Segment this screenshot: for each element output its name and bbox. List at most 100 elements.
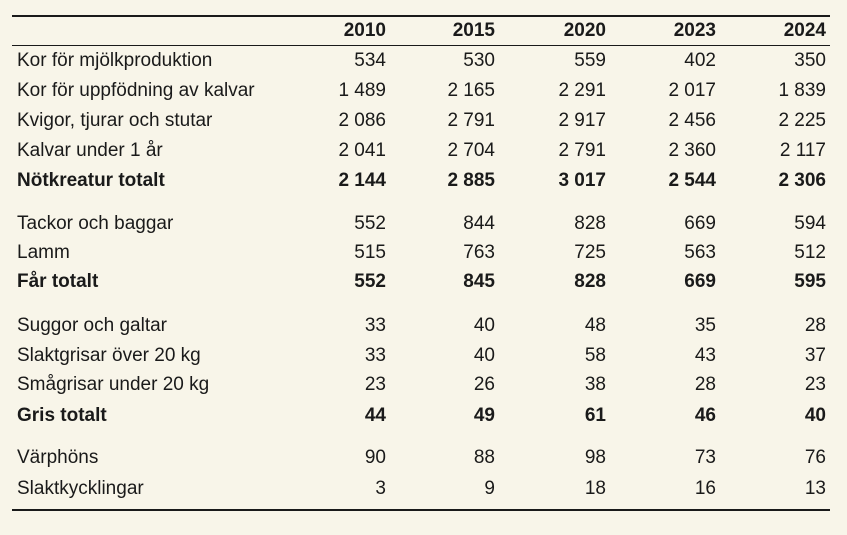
table-cell: 763 xyxy=(463,242,495,263)
table-cell: 48 xyxy=(584,315,606,336)
table-cell: 2 165 xyxy=(447,80,495,101)
table-header-row: 2010 2015 2020 2023 2024 xyxy=(12,17,830,45)
row-label: Nötkreatur totalt xyxy=(17,170,165,191)
table-cell: 2 086 xyxy=(338,110,386,131)
table-cell: 2 144 xyxy=(338,170,386,191)
table-cell: 1 839 xyxy=(778,80,826,101)
table-cell: 725 xyxy=(574,242,606,263)
table-cell: 2 917 xyxy=(558,110,606,131)
table-cell: 515 xyxy=(354,242,386,263)
table-cell: 43 xyxy=(694,345,716,366)
row-label: Kalvar under 1 år xyxy=(17,140,163,161)
table-row: Kvigor, tjurar och stutar 2 086 2 791 2 917… xyxy=(12,107,830,135)
table-cell: 13 xyxy=(804,478,826,499)
table-cell: 9 xyxy=(484,478,495,499)
table-cell: 90 xyxy=(364,447,386,468)
table-cell: 552 xyxy=(354,213,386,234)
table-cell: 2 885 xyxy=(447,170,495,191)
table-cell: 2 791 xyxy=(558,140,606,161)
table-cell: 1 489 xyxy=(338,80,386,101)
table-total-row: Får totalt 552 845 828 669 595 xyxy=(12,268,830,296)
table-cell: 73 xyxy=(694,447,716,468)
table-cell: 2 117 xyxy=(779,140,826,161)
table-cell: 828 xyxy=(574,271,606,292)
column-header-2023: 2023 xyxy=(673,20,716,41)
table-header-rule xyxy=(12,45,830,46)
table-cell: 49 xyxy=(473,405,495,426)
row-label: Tackor och baggar xyxy=(17,213,174,234)
table-cell: 76 xyxy=(804,447,826,468)
table-row: Värphöns 90 88 98 73 76 xyxy=(12,444,830,472)
row-label: Suggor och galtar xyxy=(17,315,167,336)
row-label: Slaktgrisar över 20 kg xyxy=(17,345,201,366)
table-cell: 18 xyxy=(584,478,606,499)
table-cell: 2 791 xyxy=(447,110,495,131)
table-cell: 37 xyxy=(804,345,826,366)
table-cell: 28 xyxy=(804,315,826,336)
row-label: Får totalt xyxy=(17,271,99,292)
column-header-2024: 2024 xyxy=(783,20,826,41)
table-cell: 350 xyxy=(794,50,826,71)
table-cell: 534 xyxy=(354,50,386,71)
table-total-row: Nötkreatur totalt 2 144 2 885 3 017 2 544 2 3… xyxy=(12,167,830,195)
table-cell: 40 xyxy=(804,405,826,426)
table-cell: 559 xyxy=(574,50,606,71)
table-cell: 2 291 xyxy=(558,80,606,101)
column-header-2020: 2020 xyxy=(563,20,606,41)
table-row: Smågrisar under 20 kg 23 26 38 28 23 xyxy=(12,371,830,399)
table-cell: 16 xyxy=(694,478,716,499)
row-label: Gris totalt xyxy=(17,405,107,426)
table-cell: 2 306 xyxy=(778,170,826,191)
table-cell: 2 456 xyxy=(668,110,716,131)
table-cell: 669 xyxy=(684,271,716,292)
table-cell: 595 xyxy=(794,271,826,292)
row-label: Smågrisar under 20 kg xyxy=(17,374,210,395)
table-cell: 40 xyxy=(473,315,495,336)
table-cell: 844 xyxy=(463,213,495,234)
table-cell: 552 xyxy=(354,271,386,292)
table-cell: 2 360 xyxy=(668,140,716,161)
table-cell: 58 xyxy=(584,345,606,366)
table-cell: 28 xyxy=(694,374,716,395)
table-cell: 669 xyxy=(684,213,716,234)
table-cell: 845 xyxy=(463,271,495,292)
table-cell: 512 xyxy=(794,242,826,263)
table-row: Kalvar under 1 år 2 041 2 704 2 791 2 360 2 1… xyxy=(12,137,830,165)
column-header-2010: 2010 xyxy=(343,20,386,41)
table-cell: 33 xyxy=(364,315,386,336)
table-cell: 26 xyxy=(473,374,495,395)
table-row: Lamm 515 763 725 563 512 xyxy=(12,239,830,267)
column-header-2015: 2015 xyxy=(452,20,495,41)
table-cell: 563 xyxy=(684,242,716,263)
table-cell: 402 xyxy=(684,50,716,71)
table-cell: 2 704 xyxy=(447,140,495,161)
table-total-row: Gris totalt 44 49 61 46 40 xyxy=(12,402,830,430)
table-row: Suggor och galtar 33 40 48 35 28 xyxy=(12,312,830,340)
table-cell: 2 017 xyxy=(668,80,716,101)
table-cell: 2 544 xyxy=(668,170,716,191)
table-cell: 88 xyxy=(473,447,495,468)
row-label: Kor för mjölkproduktion xyxy=(17,50,213,71)
table-cell: 33 xyxy=(364,345,386,366)
table-cell: 98 xyxy=(584,447,606,468)
table-top-rule xyxy=(12,15,830,17)
table-bottom-rule xyxy=(12,509,830,511)
table-cell: 23 xyxy=(364,374,386,395)
table-cell: 46 xyxy=(694,405,716,426)
table-cell: 530 xyxy=(463,50,495,71)
table-cell: 44 xyxy=(364,405,386,426)
table-cell: 61 xyxy=(584,405,606,426)
table-cell: 2 225 xyxy=(778,110,826,131)
table-row: Kor för mjölkproduktion 534 530 559 402 350 xyxy=(12,47,830,75)
table-row: Slaktgrisar över 20 kg 33 40 58 43 37 xyxy=(12,342,830,370)
row-label: Slaktkycklingar xyxy=(17,478,144,499)
table-row: Tackor och baggar 552 844 828 669 594 xyxy=(12,210,830,238)
table-cell: 38 xyxy=(584,374,606,395)
table-row: Slaktkycklingar 3 9 18 16 13 xyxy=(12,475,830,503)
table-cell: 35 xyxy=(694,315,716,336)
table-cell: 40 xyxy=(473,345,495,366)
table-cell: 23 xyxy=(804,374,826,395)
row-label: Lamm xyxy=(17,242,70,263)
table-cell: 2 041 xyxy=(338,140,386,161)
